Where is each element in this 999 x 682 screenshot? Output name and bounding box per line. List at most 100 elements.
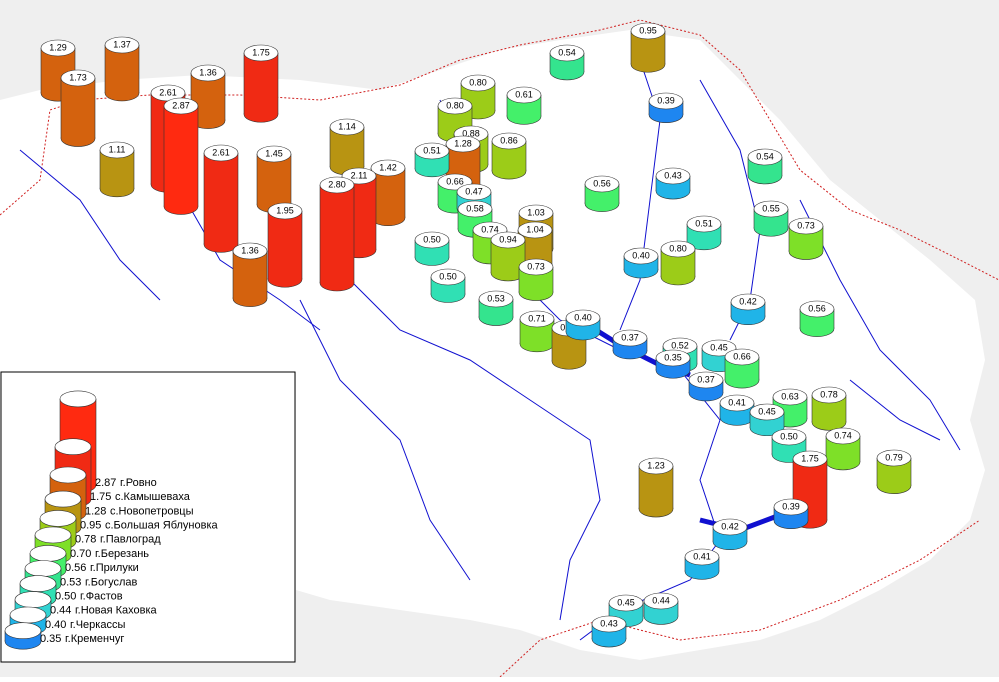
cylinder <box>320 185 354 283</box>
cylinder-top <box>753 200 789 218</box>
legend-value: 1.28 <box>85 505 106 517</box>
cylinder <box>204 153 238 245</box>
marker-label: 1.11 <box>109 144 126 154</box>
marker-label: 0.74 <box>481 224 499 234</box>
cylinder-top <box>319 176 355 194</box>
cylinder-top <box>29 545 67 562</box>
legend-value: 0.50 <box>55 591 76 603</box>
marker-label: 0.80 <box>446 100 464 110</box>
cylinder-top <box>104 36 140 54</box>
cylinder-top <box>730 293 766 311</box>
cylinder-top <box>34 526 72 544</box>
cylinder-top <box>44 490 82 508</box>
legend-value: 0.95 <box>80 520 101 532</box>
cylinder-top <box>4 622 42 640</box>
legend-value: 0.44 <box>50 605 71 617</box>
marker-label: 0.51 <box>423 145 441 155</box>
cylinder-top <box>701 339 737 357</box>
legend-place: с.Камышеваха <box>115 491 191 503</box>
cylinder-top <box>591 615 627 633</box>
marker-label: 0.41 <box>728 397 746 407</box>
marker-label: 0.56 <box>593 178 611 188</box>
marker-label: 1.37 <box>113 39 131 49</box>
marker-label: 0.40 <box>632 250 650 260</box>
legend-place: г.Прилуки <box>90 562 139 574</box>
cylinder-top <box>24 560 62 577</box>
marker-label: 0.80 <box>469 77 487 87</box>
marker-label: 0.51 <box>695 218 713 228</box>
cylinder-top <box>9 606 47 624</box>
marker-label: 2.87 <box>172 100 190 110</box>
marker-label: 0.53 <box>487 293 505 303</box>
marker-label: 1.28 <box>454 138 472 148</box>
legend: 2.87 г.Ровно 1.75 с.Камышеваха 1.28 с.Новопет… <box>4 390 219 650</box>
marker-label: 1.23 <box>647 460 665 470</box>
marker-label: 1.14 <box>338 121 356 131</box>
cylinder-top <box>329 118 365 136</box>
legend-place: г.Кременчуг <box>65 633 124 645</box>
cylinder-top <box>414 142 450 160</box>
legend-value: 0.53 <box>60 576 81 588</box>
cylinder-top <box>506 86 542 104</box>
legend-value: 2.87 <box>95 477 116 489</box>
cylinder-top <box>825 427 861 445</box>
marker-label: 0.71 <box>528 313 546 323</box>
marker-label: 0.78 <box>820 389 838 399</box>
marker-label: 0.58 <box>466 203 484 213</box>
cylinder-top <box>792 450 828 468</box>
cylinder <box>61 78 95 139</box>
cylinder-top <box>876 449 912 467</box>
marker-label: 0.94 <box>499 234 517 244</box>
cylinder-top <box>643 592 679 610</box>
legend-place: с.Новопетровцы <box>110 505 194 517</box>
marker-label: 0.56 <box>808 303 826 313</box>
cylinder-top <box>686 215 722 233</box>
marker-label: 0.43 <box>664 170 682 180</box>
marker-label: 0.50 <box>439 271 457 281</box>
marker-label: 2.11 <box>351 170 368 180</box>
cylinder-top <box>688 371 724 389</box>
marker-label: 0.39 <box>782 501 800 511</box>
cylinder-top <box>430 268 466 286</box>
marker-label: 0.73 <box>797 220 815 230</box>
cylinder <box>164 106 198 207</box>
cylinder-top <box>478 290 514 308</box>
legend-place: г.Фастов <box>80 591 123 603</box>
marker-label: 0.42 <box>739 296 757 306</box>
legend-place: с.Большая Яблуновка <box>105 520 219 532</box>
marker-label: 1.95 <box>276 205 294 215</box>
marker-label: 0.86 <box>500 135 518 145</box>
cylinder-top <box>772 388 808 406</box>
cylinder <box>244 53 278 115</box>
cylinder-top <box>54 438 92 456</box>
marker-label: 0.54 <box>756 151 774 161</box>
marker-label: 0.61 <box>515 89 533 99</box>
cylinder-top <box>14 591 52 608</box>
cylinder-top <box>660 240 696 258</box>
marker-label: 0.66 <box>733 351 751 361</box>
cylinder-top <box>811 386 847 404</box>
cylinder-top <box>243 44 279 62</box>
marker-label: 0.35 <box>664 352 682 362</box>
marker-label: 0.52 <box>671 340 689 350</box>
marker-label: 0.88 <box>462 128 480 138</box>
cylinder <box>268 211 302 280</box>
cylinder-top <box>749 403 785 421</box>
cylinder-top <box>584 175 620 193</box>
cylinder-top <box>799 300 835 318</box>
marker-label: 0.80 <box>669 243 687 253</box>
marker-label: 1.03 <box>527 207 545 217</box>
marker-label: 0.74 <box>834 430 852 440</box>
legend-value: 0.56 <box>65 562 86 574</box>
marker-label: 0.95 <box>639 25 657 35</box>
legend-place: г.Березань <box>95 548 149 560</box>
cylinder-top <box>517 221 553 239</box>
cylinder-top <box>655 349 691 367</box>
cylinder-top <box>788 217 824 235</box>
marker-label: 0.47 <box>465 186 483 196</box>
marker-label: 0.45 <box>758 406 776 416</box>
cylinder-top <box>445 135 481 153</box>
cylinder-top <box>59 390 97 408</box>
cylinder-top <box>684 548 720 566</box>
legend-place: г.Новая Каховка <box>75 605 158 617</box>
